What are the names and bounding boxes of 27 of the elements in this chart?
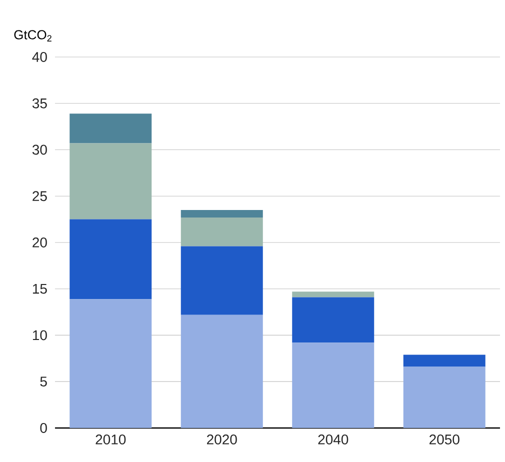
bar <box>180 314 263 428</box>
bar <box>70 114 152 144</box>
bar <box>292 342 374 428</box>
y-axis-title: GtCO$_{2}$ <box>14 30 52 42</box>
x-tick-label: 2020 <box>207 434 237 444</box>
bar <box>70 299 152 428</box>
x-tick-label: 2010 <box>96 434 126 444</box>
bar <box>180 217 263 246</box>
y-tick-label: 35 <box>32 98 47 108</box>
bar <box>70 219 152 300</box>
x-tick-label: 2040 <box>318 434 348 444</box>
y-tick-label: 10 <box>32 330 47 340</box>
y-tick-label: 15 <box>32 284 47 294</box>
y-tick-label: 25 <box>32 191 47 202</box>
y-tick-label: 0 <box>40 423 47 433</box>
bar <box>403 366 486 428</box>
x-tick-label: 2050 <box>430 434 460 444</box>
bar <box>292 297 374 343</box>
bar <box>292 292 374 298</box>
bar <box>403 354 486 367</box>
y-tick-label: 30 <box>32 144 47 155</box>
bar <box>70 143 152 220</box>
y-tick-label: 40 <box>32 52 47 62</box>
bar <box>180 246 263 315</box>
y-tick-label: 20 <box>32 238 47 248</box>
bar <box>180 210 263 218</box>
y-tick-label: 5 <box>40 376 47 386</box>
